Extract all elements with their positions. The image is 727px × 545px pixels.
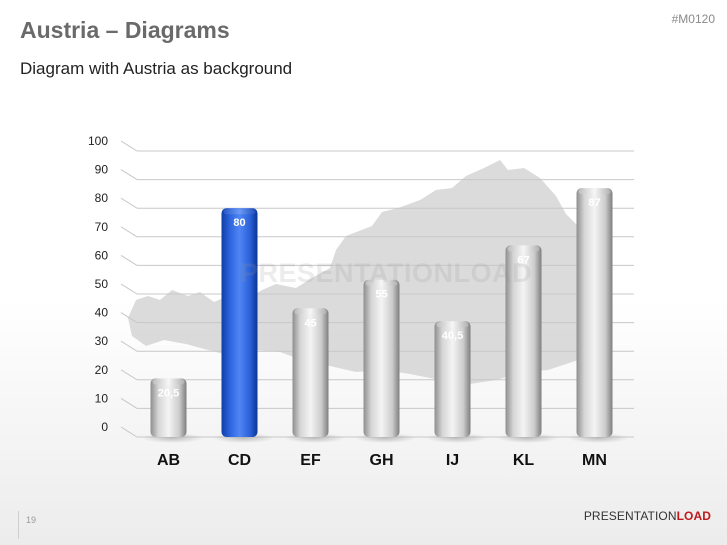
gridline-perspective — [120, 340, 138, 352]
gridline-perspective — [120, 197, 138, 209]
bar-EF: 45 — [283, 308, 346, 443]
bar-GH: 55 — [354, 279, 417, 443]
page-title: Austria – Diagrams — [20, 17, 230, 43]
y-tick-label: 50 — [95, 277, 109, 291]
bar-AB: 20,5 — [141, 378, 204, 443]
page-number: 19 — [26, 515, 37, 525]
bar-value-label: 67 — [517, 254, 529, 266]
y-tick-label: 40 — [95, 306, 109, 320]
brand-logo: PRESENTATIONLOAD — [584, 509, 711, 523]
gridline-perspective — [120, 283, 138, 295]
slide-code: #M0120 — [671, 12, 715, 26]
gridline-perspective — [120, 369, 138, 381]
x-axis-labels: AB CD EF GH IJ KL MN — [157, 452, 607, 469]
x-tick-label: CD — [228, 452, 251, 469]
bar-MN: 87 — [567, 188, 630, 443]
bar-body — [221, 208, 258, 437]
gridline-perspective — [120, 426, 138, 438]
bar-CD: 80 — [212, 208, 275, 443]
page-subtitle: Diagram with Austria as background — [20, 59, 293, 78]
x-tick-label: GH — [370, 452, 394, 469]
bar-body — [434, 321, 471, 437]
y-tick-label: 100 — [88, 134, 108, 148]
bar-IJ: 40,5 — [425, 321, 488, 443]
bar-value-label: 87 — [588, 197, 600, 209]
y-axis-ticks: 0 10 20 30 40 50 60 70 80 90 100 — [88, 134, 108, 434]
footer-divider — [18, 511, 19, 539]
bar-value-label: 20,5 — [158, 387, 179, 399]
chart-bars: 20,5 80 45 55 40,5 67 87 — [141, 188, 630, 443]
gridline-perspective — [120, 169, 138, 181]
gridline-perspective — [120, 312, 138, 324]
bar-body — [150, 378, 187, 437]
y-tick-label: 70 — [95, 220, 109, 234]
gridline-perspective — [120, 226, 138, 238]
bar-top — [294, 309, 327, 315]
bar-KL: 67 — [496, 245, 559, 443]
y-tick-label: 30 — [95, 334, 109, 348]
bar-value-label: 45 — [304, 317, 316, 329]
bar-body — [505, 245, 542, 437]
bar-top — [365, 280, 398, 286]
brand-part-1: PRESENTATION — [583, 509, 677, 523]
y-tick-label: 60 — [95, 248, 109, 262]
bar-top — [507, 246, 540, 252]
bar-top — [152, 379, 185, 385]
bar-value-label: 80 — [233, 217, 245, 229]
y-tick-label: 80 — [95, 191, 109, 205]
y-tick-label: 0 — [101, 420, 108, 434]
bar-top — [223, 209, 256, 215]
x-tick-label: KL — [513, 452, 535, 469]
watermark-text: PRESENTATIONLOAD — [240, 258, 533, 288]
bar-body — [292, 308, 329, 437]
gridline-perspective — [120, 140, 138, 152]
y-tick-label: 10 — [95, 391, 109, 405]
bar-body — [576, 188, 613, 437]
y-tick-label: 20 — [95, 363, 109, 377]
bar-top — [578, 189, 611, 195]
x-tick-label: MN — [582, 452, 607, 469]
brand-part-2: LOAD — [676, 509, 711, 523]
bar-body — [363, 279, 400, 437]
x-tick-label: EF — [300, 452, 321, 469]
bar-top — [436, 322, 469, 328]
gridline-perspective — [120, 254, 138, 266]
x-tick-label: AB — [157, 452, 180, 469]
x-tick-label: IJ — [446, 452, 459, 469]
bar-value-label: 40,5 — [442, 330, 463, 342]
y-tick-label: 90 — [95, 163, 109, 177]
gridline-perspective — [120, 397, 138, 409]
bar-value-label: 55 — [375, 289, 387, 301]
